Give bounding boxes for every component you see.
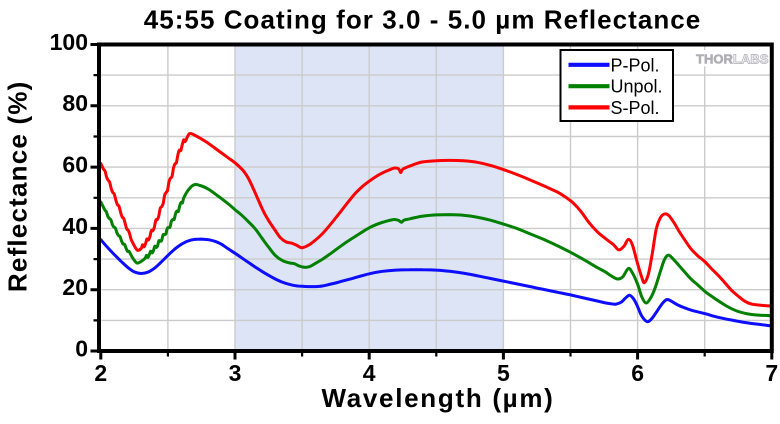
svg-text:80: 80 bbox=[62, 90, 88, 116]
svg-text:S-Pol.: S-Pol. bbox=[611, 98, 660, 118]
svg-text:7: 7 bbox=[765, 360, 778, 386]
svg-text:P-Pol.: P-Pol. bbox=[611, 55, 660, 75]
svg-text:4: 4 bbox=[363, 360, 376, 386]
svg-text:THOR: THOR bbox=[696, 52, 733, 67]
svg-text:5: 5 bbox=[497, 360, 510, 386]
svg-text:60: 60 bbox=[62, 152, 88, 178]
svg-text:0: 0 bbox=[75, 335, 88, 361]
svg-text:Unpol.: Unpol. bbox=[611, 77, 663, 97]
svg-text:45:55 Coating for 3.0 - 5.0 µm: 45:55 Coating for 3.0 - 5.0 µm Reflectan… bbox=[144, 5, 702, 35]
svg-text:LABS: LABS bbox=[733, 52, 769, 67]
svg-text:2: 2 bbox=[94, 360, 107, 386]
svg-text:40: 40 bbox=[62, 213, 88, 239]
svg-text:100: 100 bbox=[50, 29, 88, 55]
svg-text:Reflectance (%): Reflectance (%) bbox=[3, 80, 33, 292]
svg-text:20: 20 bbox=[62, 274, 88, 300]
svg-text:Wavelength (µm): Wavelength (µm) bbox=[321, 383, 554, 413]
svg-text:3: 3 bbox=[229, 360, 242, 386]
svg-text:6: 6 bbox=[631, 360, 644, 386]
